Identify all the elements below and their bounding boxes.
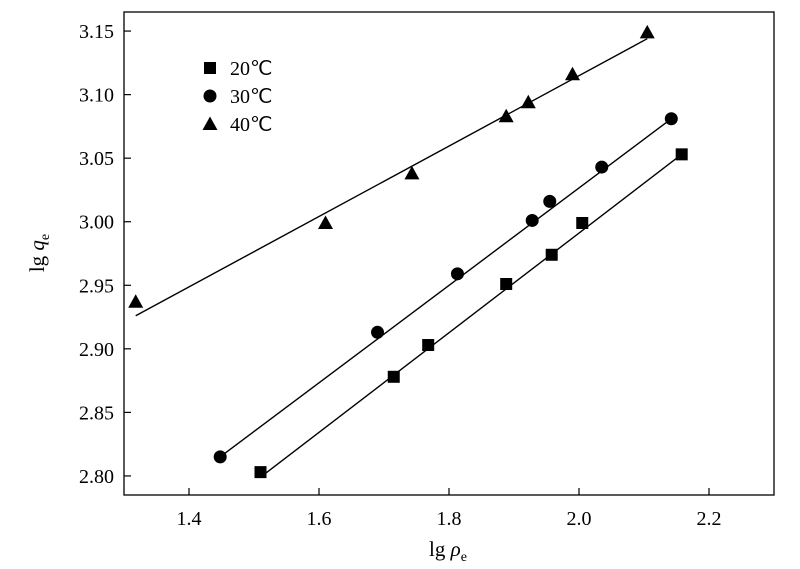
fit-line-series-3 <box>135 38 648 317</box>
data-point-series-1 <box>500 278 513 291</box>
y-tick-label: 3.00 <box>79 212 114 234</box>
legend-marker-3 <box>202 116 218 130</box>
legend-marker-1 <box>204 62 216 74</box>
data-point-series-3 <box>318 215 333 229</box>
data-point-series-3 <box>565 66 580 81</box>
data-point-series-1 <box>576 216 589 229</box>
x-axis-label-prefix: lg <box>429 537 446 561</box>
data-point-series-1 <box>387 370 400 383</box>
y-axis-label-sub: e <box>38 234 53 240</box>
data-point-series-2 <box>543 194 557 208</box>
data-point-series-1 <box>675 148 688 161</box>
legend-label-3: 40℃ <box>230 114 272 136</box>
data-point-series-3 <box>498 108 514 123</box>
plot-frame <box>123 11 775 496</box>
data-point-series-1 <box>422 339 435 352</box>
y-tick-label: 3.05 <box>79 148 114 170</box>
data-point-series-3 <box>404 165 420 180</box>
data-point-series-2 <box>213 450 227 464</box>
data-points <box>128 24 688 479</box>
x-tick-label: 2.2 <box>697 508 722 530</box>
y-tick-label: 2.80 <box>79 466 114 488</box>
x-axis-label-var: ρ <box>450 537 461 561</box>
x-axis-label-sub: e <box>461 550 467 565</box>
y-tick-label: 3.10 <box>79 85 114 107</box>
data-point-series-1 <box>545 248 558 261</box>
data-point-series-2 <box>371 325 384 339</box>
y-tick-label: 2.90 <box>79 339 114 361</box>
x-tick-label: 1.8 <box>437 508 462 530</box>
x-ticks: 1.4 1.6 1.8 2.0 2.2 <box>177 488 722 530</box>
legend: 20℃ 30℃ 40℃ <box>202 58 272 136</box>
y-tick-label: 2.85 <box>79 402 114 424</box>
data-point-series-2 <box>664 112 678 126</box>
y-tick-label: 3.15 <box>79 21 114 43</box>
x-tick-label: 2.0 <box>567 508 592 530</box>
fit-lines <box>135 38 683 478</box>
fit-line-series-2 <box>219 118 672 458</box>
y-tick-label: 2.95 <box>79 275 114 297</box>
data-point-series-2 <box>450 267 464 281</box>
data-point-series-3 <box>128 294 144 308</box>
legend-label-2: 30℃ <box>230 86 272 108</box>
y-axis-label-var: q <box>25 240 49 251</box>
x-axis-label: lg ρe <box>429 537 467 565</box>
y-axis-label-prefix: lg <box>25 255 49 272</box>
fit-line-series-1 <box>260 153 683 478</box>
data-point-series-2 <box>525 213 539 227</box>
data-point-series-2 <box>595 160 609 174</box>
x-tick-label: 1.6 <box>307 508 332 530</box>
y-ticks: 2.80 2.85 2.90 2.95 3.00 3.05 3.10 3.15 <box>79 21 131 488</box>
y-axis-label: lg qe <box>25 234 53 272</box>
data-point-series-1 <box>254 466 267 479</box>
data-point-series-3 <box>639 24 655 39</box>
legend-marker-2 <box>203 89 217 103</box>
legend-label-1: 20℃ <box>230 58 272 80</box>
data-point-series-3 <box>520 94 536 109</box>
x-tick-label: 1.4 <box>177 508 202 530</box>
